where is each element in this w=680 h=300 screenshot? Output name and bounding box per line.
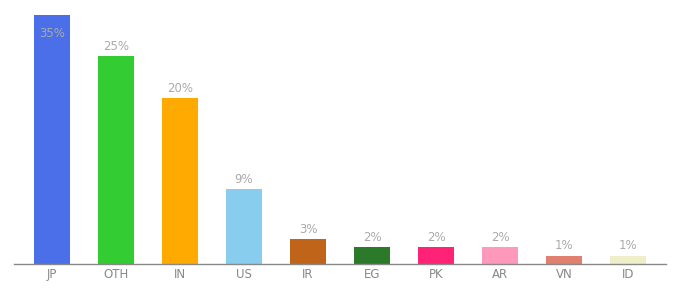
Text: 2%: 2% — [426, 231, 445, 244]
Text: 25%: 25% — [103, 40, 129, 53]
Bar — [418, 248, 454, 264]
Text: 1%: 1% — [619, 239, 637, 252]
Bar — [163, 98, 198, 264]
Bar — [547, 256, 581, 264]
Bar — [99, 56, 133, 264]
Bar — [354, 248, 390, 264]
Text: 9%: 9% — [235, 173, 254, 186]
Text: 35%: 35% — [39, 27, 65, 40]
Bar — [226, 189, 262, 264]
Bar — [35, 0, 69, 264]
Text: 1%: 1% — [555, 239, 573, 252]
Text: 2%: 2% — [362, 231, 381, 244]
Bar — [611, 256, 645, 264]
Text: 20%: 20% — [167, 82, 193, 95]
Text: 2%: 2% — [491, 231, 509, 244]
Bar — [482, 248, 517, 264]
Text: 3%: 3% — [299, 223, 318, 236]
Bar — [290, 239, 326, 264]
